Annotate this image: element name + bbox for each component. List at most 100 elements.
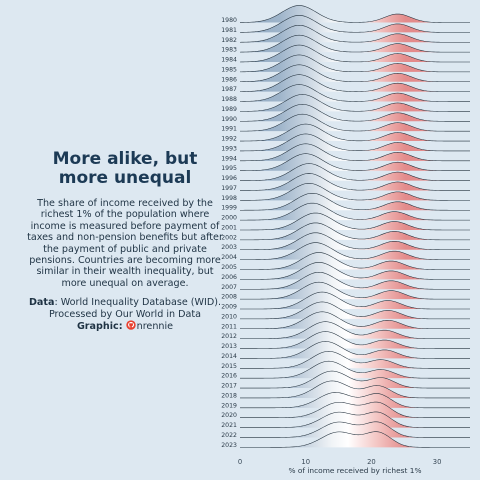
ridge-area-2020 [240, 402, 470, 418]
ridge-area-1980 [240, 5, 470, 23]
ridge-area-2012 [240, 321, 470, 339]
year-label-1993: 1993 [221, 145, 237, 152]
ridge-line-1981 [239, 15, 470, 33]
year-label-1995: 1995 [221, 165, 237, 172]
page-title: More alike, but more unequal [52, 149, 198, 188]
ridge-line-2021 [240, 411, 470, 428]
year-label-2019: 2019 [221, 402, 237, 409]
ridge-line-2016 [240, 360, 470, 379]
ridge-area-2021 [240, 411, 470, 428]
year-label-1984: 1984 [221, 57, 237, 64]
year-label-1986: 1986 [221, 76, 237, 83]
year-label-2003: 2003 [221, 244, 237, 251]
ridge-line-2023 [240, 431, 470, 448]
ridge-line-2019 [240, 392, 470, 409]
ridge-line-2000 [240, 202, 470, 221]
ridge-line-1982 [239, 24, 470, 43]
year-label-2012: 2012 [221, 333, 237, 340]
ridge-area-2022 [240, 421, 470, 438]
ridge-line-1980 [239, 5, 470, 23]
year-label-2013: 2013 [221, 343, 237, 350]
ridge-line-2010 [240, 301, 470, 320]
data-credit-text: : World Inequality Database (WID). Proce… [48, 297, 222, 320]
year-label-1994: 1994 [221, 155, 237, 162]
year-label-2001: 2001 [221, 224, 237, 231]
ridge-line-1986 [239, 64, 470, 83]
year-label-2005: 2005 [221, 264, 237, 271]
ridge-area-2018 [240, 380, 470, 398]
graphic-credit: Graphic: nrennie [26, 320, 224, 332]
year-label-2004: 2004 [221, 254, 237, 261]
year-label-2022: 2022 [221, 432, 237, 439]
ridge-line-1991 [239, 113, 470, 132]
ridge-area-1993 [240, 133, 470, 151]
year-label-2006: 2006 [221, 274, 237, 281]
x-axis-title: % of income received by richest 1% [289, 466, 422, 475]
ridge-line-1996 [239, 163, 470, 181]
ridge-area-2000 [240, 203, 470, 221]
year-label-1989: 1989 [221, 106, 237, 113]
ridge-area-1998 [240, 183, 470, 201]
ridge-area-2019 [240, 392, 470, 408]
ridge-line-2015 [240, 351, 470, 369]
ridge-line-2001 [240, 212, 470, 231]
ridge-line-1998 [239, 183, 470, 201]
year-label-2007: 2007 [221, 284, 237, 291]
ridge-line-2007 [240, 271, 470, 290]
ridge-area-1996 [240, 163, 470, 181]
ridge-area-1997 [240, 173, 470, 191]
ridge-line-2012 [240, 321, 470, 339]
ridge-line-1987 [239, 74, 470, 92]
ridge-line-2003 [240, 232, 470, 251]
ridge-line-2002 [240, 222, 470, 241]
ridges-group [239, 5, 470, 448]
year-label-1981: 1981 [221, 27, 237, 34]
ridge-area-2007 [240, 272, 470, 290]
year-label-2020: 2020 [221, 412, 237, 419]
ridge-area-2009 [240, 292, 470, 310]
year-label-2014: 2014 [221, 353, 237, 360]
year-label-2021: 2021 [221, 422, 237, 429]
ridge-line-2009 [240, 291, 470, 310]
chart-description: The share of income received by the rich… [27, 198, 223, 289]
ridge-area-2010 [240, 301, 470, 319]
ridge-area-2003 [240, 232, 470, 250]
ridge-line-2013 [240, 331, 470, 349]
ridge-area-2002 [240, 222, 470, 240]
year-label-2011: 2011 [221, 323, 237, 330]
ridge-line-1983 [239, 34, 470, 53]
year-label-2016: 2016 [221, 373, 237, 380]
year-label-2017: 2017 [221, 383, 237, 390]
year-label-1985: 1985 [221, 66, 237, 73]
ridge-line-2005 [240, 252, 470, 270]
year-label-1982: 1982 [221, 37, 237, 44]
year-label-1988: 1988 [221, 96, 237, 103]
year-label-2000: 2000 [221, 215, 237, 222]
year-label-1996: 1996 [221, 175, 237, 182]
year-label-2023: 2023 [221, 442, 237, 449]
ridge-area-2017 [240, 371, 470, 389]
ridge-line-1997 [239, 173, 470, 191]
ridge-area-1999 [240, 193, 470, 211]
ridge-area-1994 [240, 143, 470, 161]
year-label-1990: 1990 [221, 116, 237, 123]
ridge-line-1995 [239, 153, 470, 171]
year-label-2015: 2015 [221, 363, 237, 370]
ridge-line-1993 [239, 133, 470, 152]
year-label-2008: 2008 [221, 294, 237, 301]
year-labels-group: 1980 1981 1982 1983 1984 1985 1986 1987 1988 1989… [221, 17, 237, 449]
year-label-1980: 1980 [221, 17, 237, 24]
github-icon [125, 320, 136, 330]
year-label-1997: 1997 [221, 185, 237, 192]
ridge-line-2006 [240, 262, 470, 280]
ridge-line-2020 [240, 401, 470, 418]
ridge-line-1988 [239, 84, 470, 102]
ridge-line-2017 [240, 370, 470, 389]
year-label-1999: 1999 [221, 205, 237, 212]
ridge-line-1985 [239, 54, 470, 73]
x-tick-label-10: 10 [301, 458, 310, 466]
ridge-line-1992 [239, 123, 470, 142]
graphic-credit-handle: nrennie [136, 321, 174, 333]
ridge-area-1995 [240, 153, 470, 171]
year-label-2009: 2009 [221, 304, 237, 311]
